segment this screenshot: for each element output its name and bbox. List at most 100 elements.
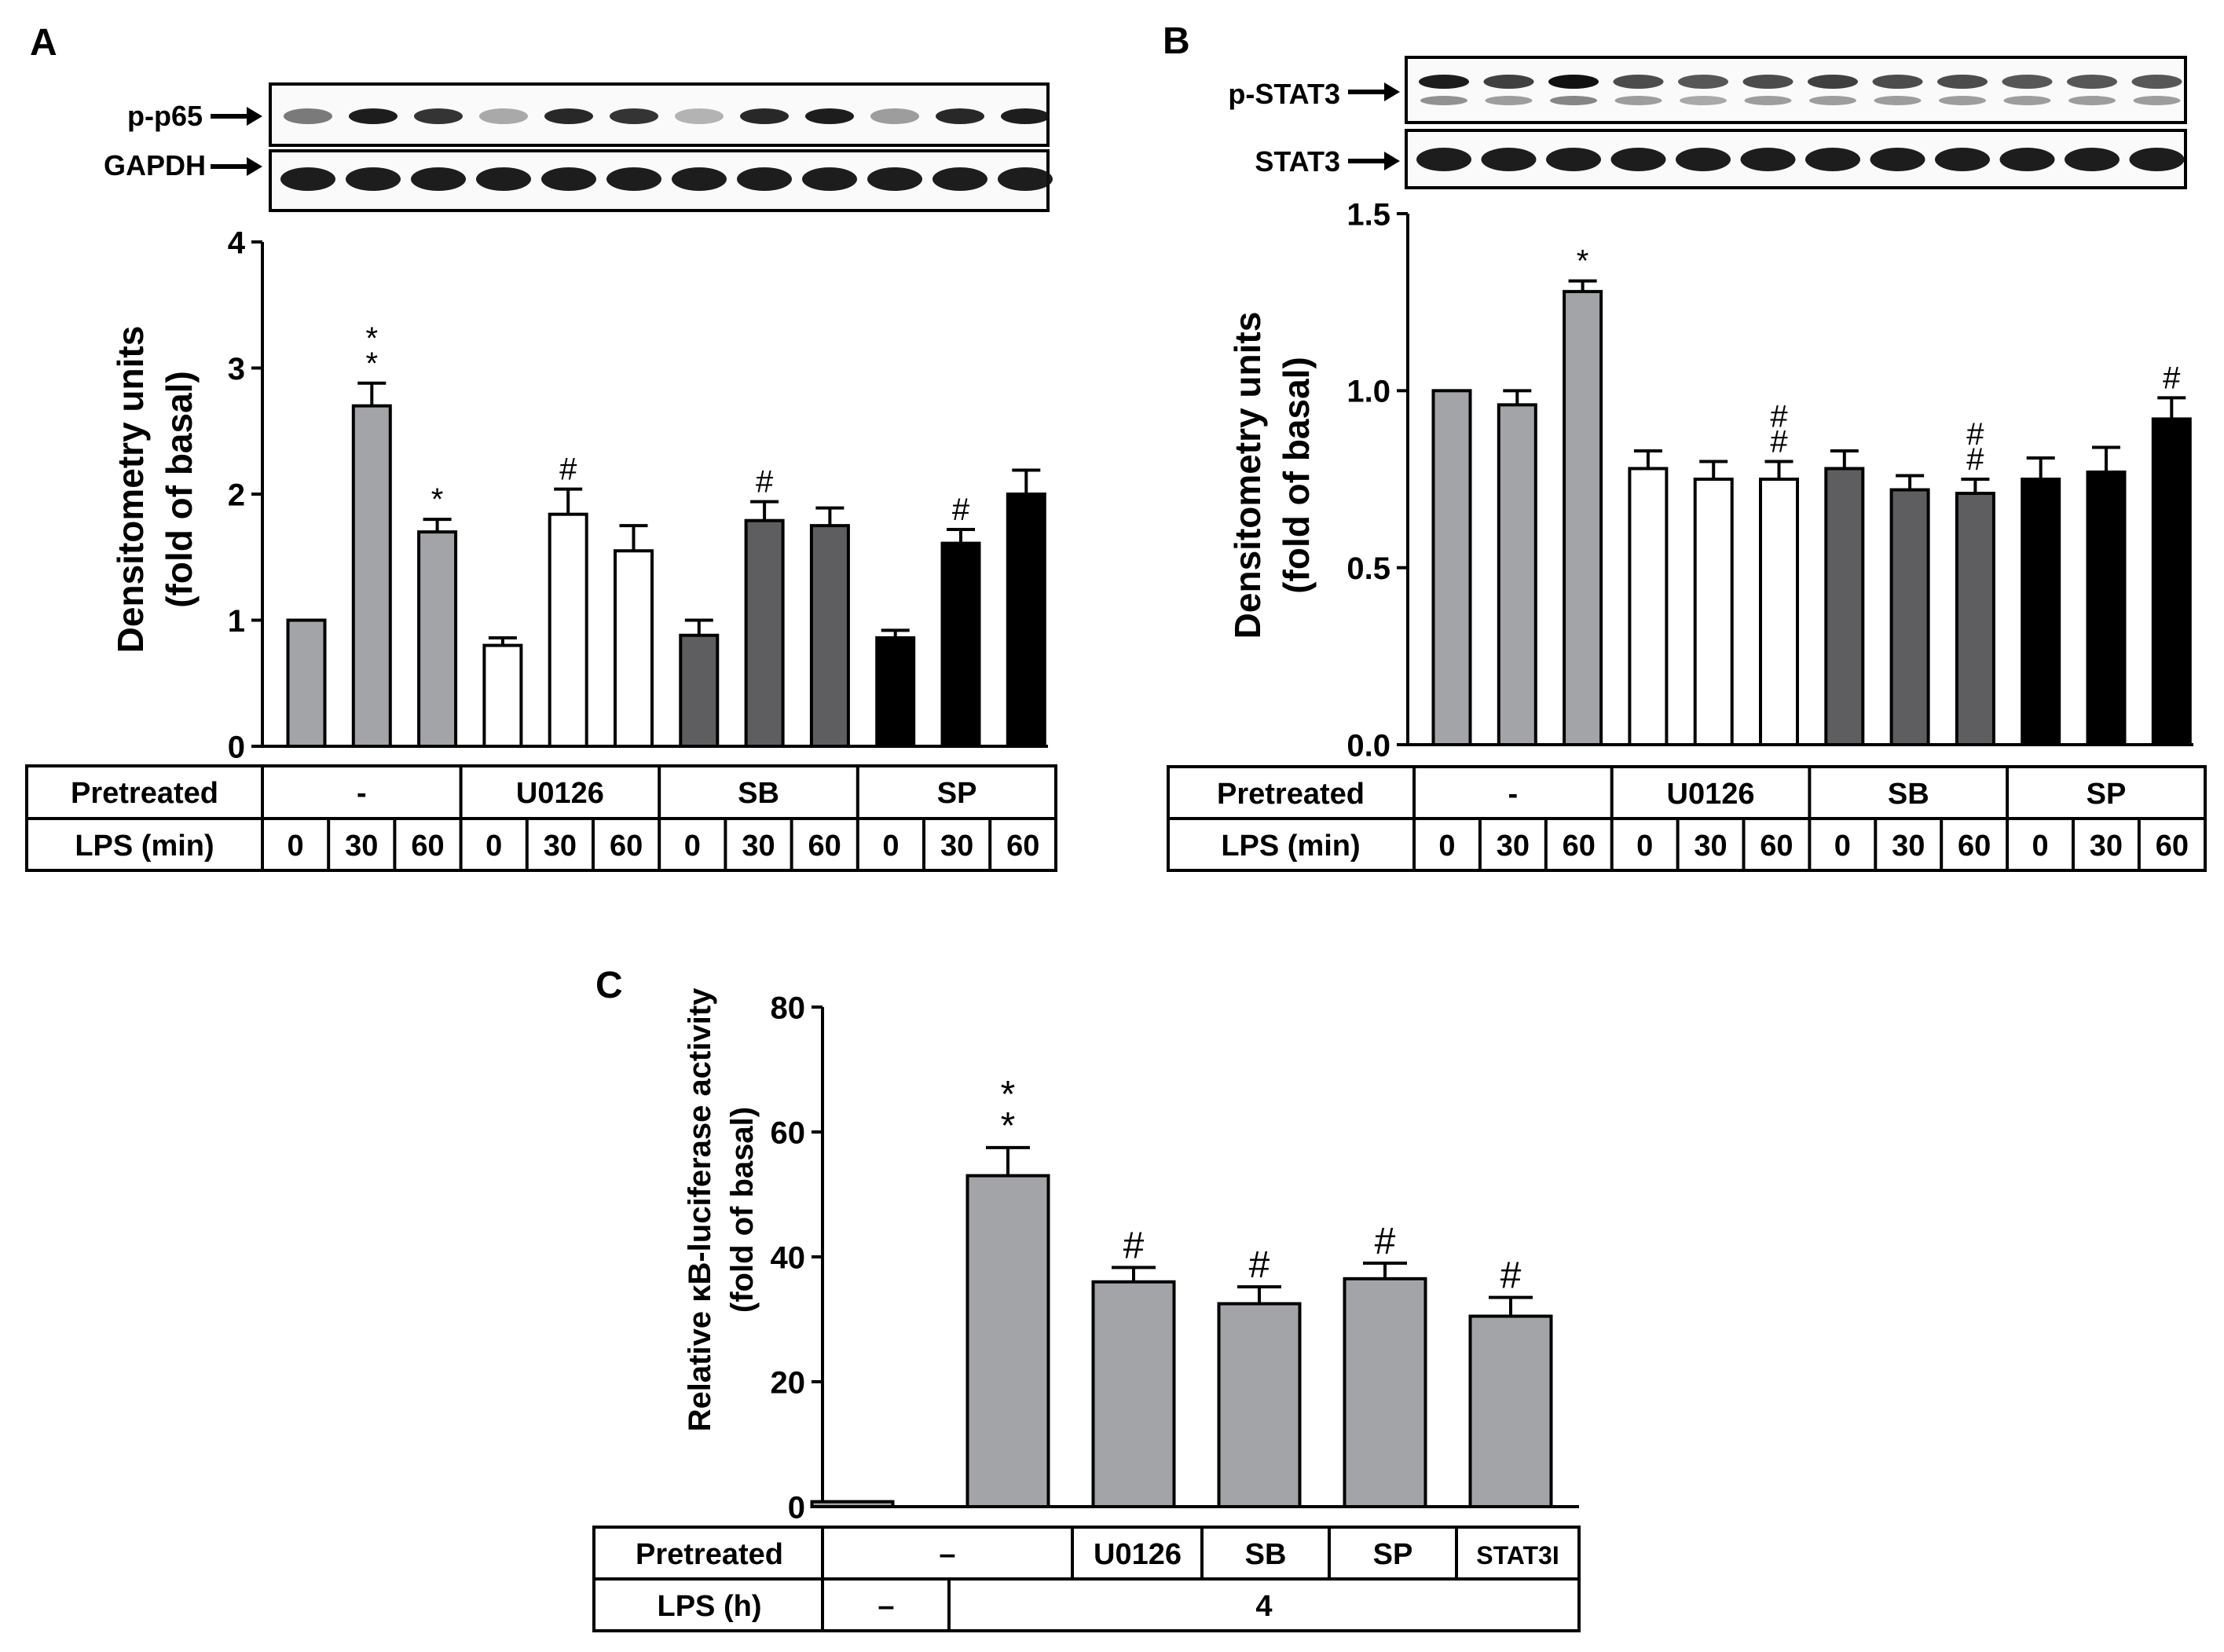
y-tick-label: 0 <box>228 730 245 764</box>
arrow-icon <box>1348 152 1400 170</box>
bar <box>1563 290 1603 746</box>
y-tick-label: 80 <box>771 991 806 1025</box>
bar <box>965 1174 1050 1509</box>
blot-band <box>610 108 658 124</box>
y-tick-label: 2 <box>228 478 245 512</box>
blot-band <box>1740 148 1796 171</box>
significance-marker: # <box>756 465 774 500</box>
significance-marker: * <box>1001 1074 1016 1115</box>
table-time-label: 60 <box>610 830 643 863</box>
bar <box>548 512 588 748</box>
blot-band <box>1999 148 2055 171</box>
panel-letter-c: C <box>595 965 623 1006</box>
table-group-label: SB <box>1245 1538 1287 1571</box>
blot-band <box>284 108 332 124</box>
blot-band <box>414 108 463 124</box>
y-tick-label: 40 <box>771 1240 806 1275</box>
significance-marker: # <box>1249 1244 1270 1286</box>
blot-band <box>411 167 466 191</box>
blot-band <box>476 167 531 191</box>
table-time-label: 30 <box>742 830 775 863</box>
table-time-label: 60 <box>1006 830 1039 863</box>
blot-band <box>2133 96 2181 105</box>
bar <box>1628 467 1669 746</box>
blot-label-p-p65: p-p65 <box>127 100 203 132</box>
table-row-label-lps: LPS (min) <box>1221 830 1360 863</box>
table-time-label: 60 <box>1563 830 1596 863</box>
blot-band <box>1870 148 1925 171</box>
bar <box>875 636 916 748</box>
blot-band <box>349 108 398 124</box>
table-time-label: 0 <box>882 830 899 863</box>
y-tick-label: 0.0 <box>1346 728 1390 763</box>
significance-marker: * <box>366 346 379 381</box>
blot-band <box>346 167 401 191</box>
blot-band <box>870 108 919 124</box>
table-time-label: 30 <box>2090 830 2123 863</box>
table-time-label: 30 <box>1497 830 1530 863</box>
blot-band <box>805 108 854 124</box>
bar <box>1343 1277 1427 1508</box>
significance-marker: # <box>1500 1255 1522 1297</box>
blot-band <box>606 167 661 191</box>
blot-band <box>1805 148 1860 171</box>
bar <box>1824 467 1865 746</box>
blot-band <box>867 167 922 191</box>
blot-label-stat3: STAT3 <box>1255 145 1340 178</box>
panel-letter-b: B <box>1163 20 1190 62</box>
table-a: Pretreated LPS (min) - U0126 SB SP 0 30 60 0 30 6… <box>25 764 1057 872</box>
blot-band <box>1613 75 1664 89</box>
y-tick-label: 0 <box>788 1490 805 1525</box>
blot-band <box>1416 148 1471 171</box>
blot-band <box>1874 96 1922 105</box>
table-time-label: 30 <box>1892 830 1925 863</box>
table-time-label: 60 <box>1958 830 1991 863</box>
blot-band <box>1939 96 1986 105</box>
table-time-label: 0 <box>2032 830 2048 863</box>
bar <box>1889 488 1930 747</box>
bar <box>351 404 392 749</box>
table-group-label: SB <box>738 777 779 810</box>
bar <box>1217 1302 1302 1508</box>
table-lps-label: 4 <box>1255 1590 1272 1623</box>
blot-band <box>2065 148 2120 171</box>
arrow-icon <box>1348 82 1400 101</box>
y-tick-label: 1.5 <box>1346 197 1390 232</box>
table-time-label: 0 <box>485 830 502 863</box>
blot-band <box>1614 96 1662 105</box>
y-tick-label: 1 <box>228 604 245 639</box>
table-row-label-pretreated: Pretreated <box>636 1538 783 1571</box>
blot-band <box>1676 148 1731 171</box>
y-axis-label-2: (fold of basal) <box>159 371 200 608</box>
blot-band <box>2003 96 2051 105</box>
bar <box>744 518 785 749</box>
table-group-label: - <box>1508 778 1519 811</box>
table-group-label: – <box>939 1538 955 1571</box>
bar <box>1006 493 1046 748</box>
table-time-label: 60 <box>808 830 841 863</box>
bar <box>940 541 981 748</box>
y-axis-label: Densitometry units <box>110 326 151 654</box>
table-b: Pretreated LPS (min) - U0126 SB SP 0 30 60 0 30 6… <box>1167 765 2207 872</box>
blot-band <box>1546 148 1601 171</box>
blot-band <box>998 167 1053 191</box>
blot-band <box>1680 96 1727 105</box>
bar <box>482 643 523 748</box>
blot-band <box>1744 96 1792 105</box>
y-axis-label-2: (fold of basal) <box>1276 357 1317 594</box>
table-time-label: 30 <box>544 830 577 863</box>
bar <box>614 549 654 748</box>
blot-band <box>1742 75 1793 89</box>
blot-band <box>1937 75 1988 89</box>
blot-band <box>932 167 987 191</box>
significance-marker: * <box>431 482 444 517</box>
significance-marker: * <box>1001 1105 1016 1147</box>
table-time-label: 60 <box>411 830 444 863</box>
table-group-label: U0126 <box>516 777 604 810</box>
table-group-label: U0126 <box>1094 1538 1182 1571</box>
blot-band <box>1548 75 1599 89</box>
table-c: Pretreated LPS (h) – U0126 SB SP STAT3I – 4 <box>592 1526 1581 1632</box>
bar <box>417 530 458 749</box>
blot-band <box>1809 96 1856 105</box>
